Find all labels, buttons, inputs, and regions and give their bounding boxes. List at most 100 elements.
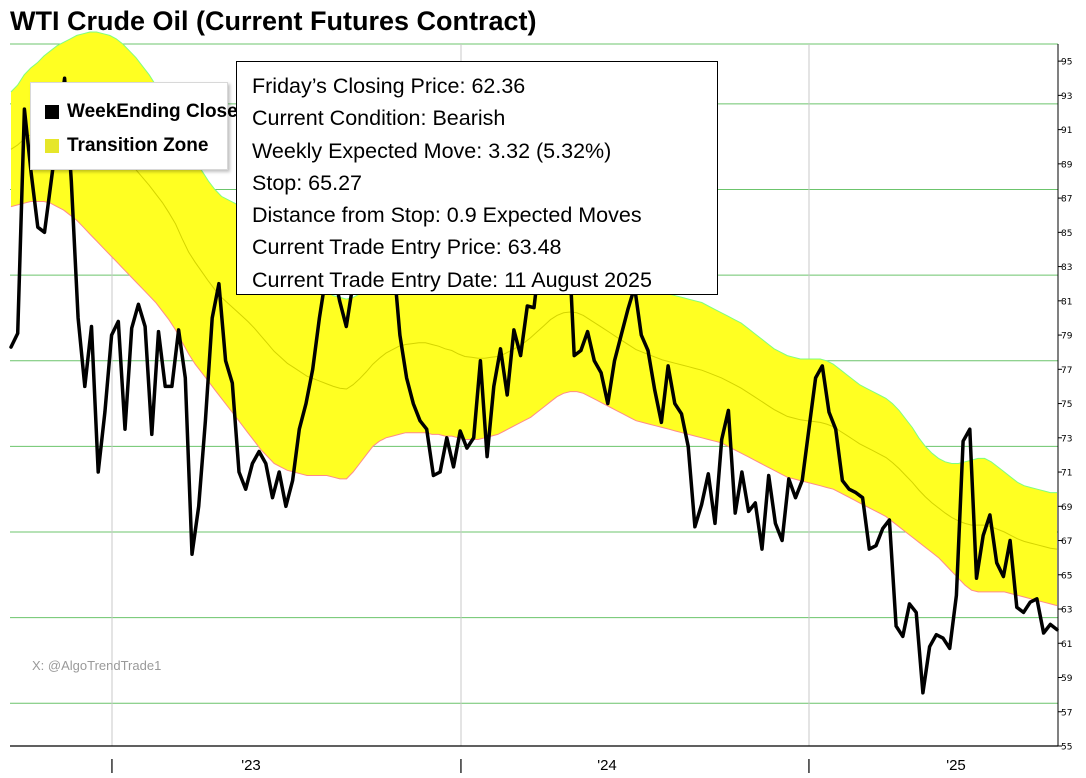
weekending-close-point <box>211 317 213 319</box>
weekending-close-point <box>794 496 797 499</box>
y-tick-label: 79 <box>1061 332 1073 342</box>
y-tick-label: 89 <box>1061 160 1073 170</box>
weekending-close-point <box>144 325 146 328</box>
weekending-close-point <box>258 450 260 453</box>
weekending-close-point <box>928 645 931 648</box>
weekending-close-point <box>573 354 575 357</box>
weekending-close-point <box>43 231 46 234</box>
weekending-close-point <box>1009 539 1011 542</box>
weekending-close-point <box>291 479 294 482</box>
weekending-close-point <box>184 377 187 379</box>
weekending-close-point <box>922 692 924 694</box>
weekending-close-point <box>774 522 777 525</box>
y-tick-label: 71 <box>1061 469 1072 479</box>
weekending-close-point <box>707 473 710 475</box>
x-tick-label: '25 <box>946 757 966 774</box>
x-tick-label: | <box>110 757 114 774</box>
weekending-close-point <box>908 603 911 605</box>
weekending-close-point <box>90 325 93 328</box>
weekending-close-point <box>439 471 441 473</box>
weekending-close-point <box>177 329 180 331</box>
weekending-close-point <box>244 488 247 491</box>
weekending-close-point <box>63 77 66 79</box>
legend-swatch-black <box>45 105 59 119</box>
weekending-close-point <box>50 180 52 182</box>
weekending-close-point <box>278 471 281 473</box>
y-tick-label: 85 <box>1061 229 1072 239</box>
weekending-close-point <box>580 349 582 352</box>
weekending-close-point <box>969 428 971 431</box>
weekending-close-point <box>975 577 978 579</box>
weekending-close-point <box>432 474 435 477</box>
x-tick-label: | <box>459 757 463 774</box>
weekending-close-point <box>841 479 844 482</box>
weekending-close-point <box>519 354 522 357</box>
info-stop: Stop: 65.27 <box>252 170 362 195</box>
weekending-close-point <box>23 108 26 110</box>
weekending-close-point <box>727 409 730 412</box>
weekending-close-point <box>104 411 106 413</box>
weekending-close-point <box>915 611 917 614</box>
y-tick-label: 65 <box>1061 571 1072 581</box>
weekending-close-point <box>667 365 669 367</box>
weekending-close-point <box>479 360 482 362</box>
weekending-close-point <box>855 491 857 494</box>
weekending-close-point <box>218 282 220 285</box>
weekending-close-point <box>110 334 113 336</box>
weekending-close-point <box>130 327 133 330</box>
plot-frame <box>10 44 1059 747</box>
weekending-close-series <box>9 76 1059 695</box>
weekending-close-point <box>526 305 529 307</box>
weekending-close-point <box>84 385 86 388</box>
weekending-close-point <box>700 503 703 506</box>
weekending-close-point <box>741 471 743 473</box>
weekending-close-point <box>1022 611 1025 614</box>
y-tick-label: 87 <box>1061 195 1072 205</box>
weekending-close-point <box>600 371 602 374</box>
y-tick-label: 83 <box>1061 263 1072 273</box>
y-tick-label: 63 <box>1061 606 1072 616</box>
weekending-close-point <box>788 478 790 480</box>
weekending-close-point <box>1002 575 1005 578</box>
weekending-close-point <box>868 548 871 550</box>
weekending-close-point <box>613 360 616 362</box>
weekending-close-point <box>305 402 307 405</box>
weekending-close-point <box>30 171 32 174</box>
weekending-close-point <box>781 539 783 542</box>
weekending-close-point <box>124 428 126 431</box>
weekending-close-point <box>761 548 763 550</box>
weekending-close-point <box>680 413 683 415</box>
weekending-close-point <box>647 349 649 352</box>
weekending-close-point <box>653 389 656 391</box>
weekending-close-point <box>16 332 19 335</box>
weekending-close-point <box>425 428 428 431</box>
weekending-close-point <box>405 377 408 379</box>
weekending-close-point <box>881 527 884 530</box>
weekending-close-point <box>1036 598 1038 600</box>
weekending-close-point <box>191 553 193 555</box>
weekending-close-point <box>747 510 750 513</box>
weekending-close-point <box>238 471 240 473</box>
y-tick-label: 73 <box>1061 434 1072 444</box>
y-tick-label: 57 <box>1061 708 1072 718</box>
weekending-close-point <box>888 519 891 521</box>
y-tick-label: 69 <box>1061 503 1073 513</box>
weekending-close-point <box>204 419 207 422</box>
weekending-close-point <box>982 534 984 537</box>
y-tick-label: 93 <box>1061 92 1072 102</box>
y-tick-label: 59 <box>1061 674 1073 684</box>
y-tick-label: 77 <box>1061 366 1072 376</box>
weekending-close-point <box>620 334 622 336</box>
weekending-close-point <box>989 514 991 516</box>
weekending-close-point <box>77 317 79 319</box>
weekending-close-point <box>1029 601 1031 603</box>
x-tick-label: '23 <box>241 757 261 774</box>
weekending-close-point <box>1049 623 1052 626</box>
weekending-close-point <box>586 330 589 333</box>
weekending-close-point <box>694 526 696 528</box>
weekending-close-point <box>412 402 415 405</box>
weekending-close-point <box>935 633 938 636</box>
transition-zone-mid-line <box>10 125 1058 550</box>
weekending-close-point <box>311 368 314 371</box>
weekending-close-point <box>506 394 509 396</box>
